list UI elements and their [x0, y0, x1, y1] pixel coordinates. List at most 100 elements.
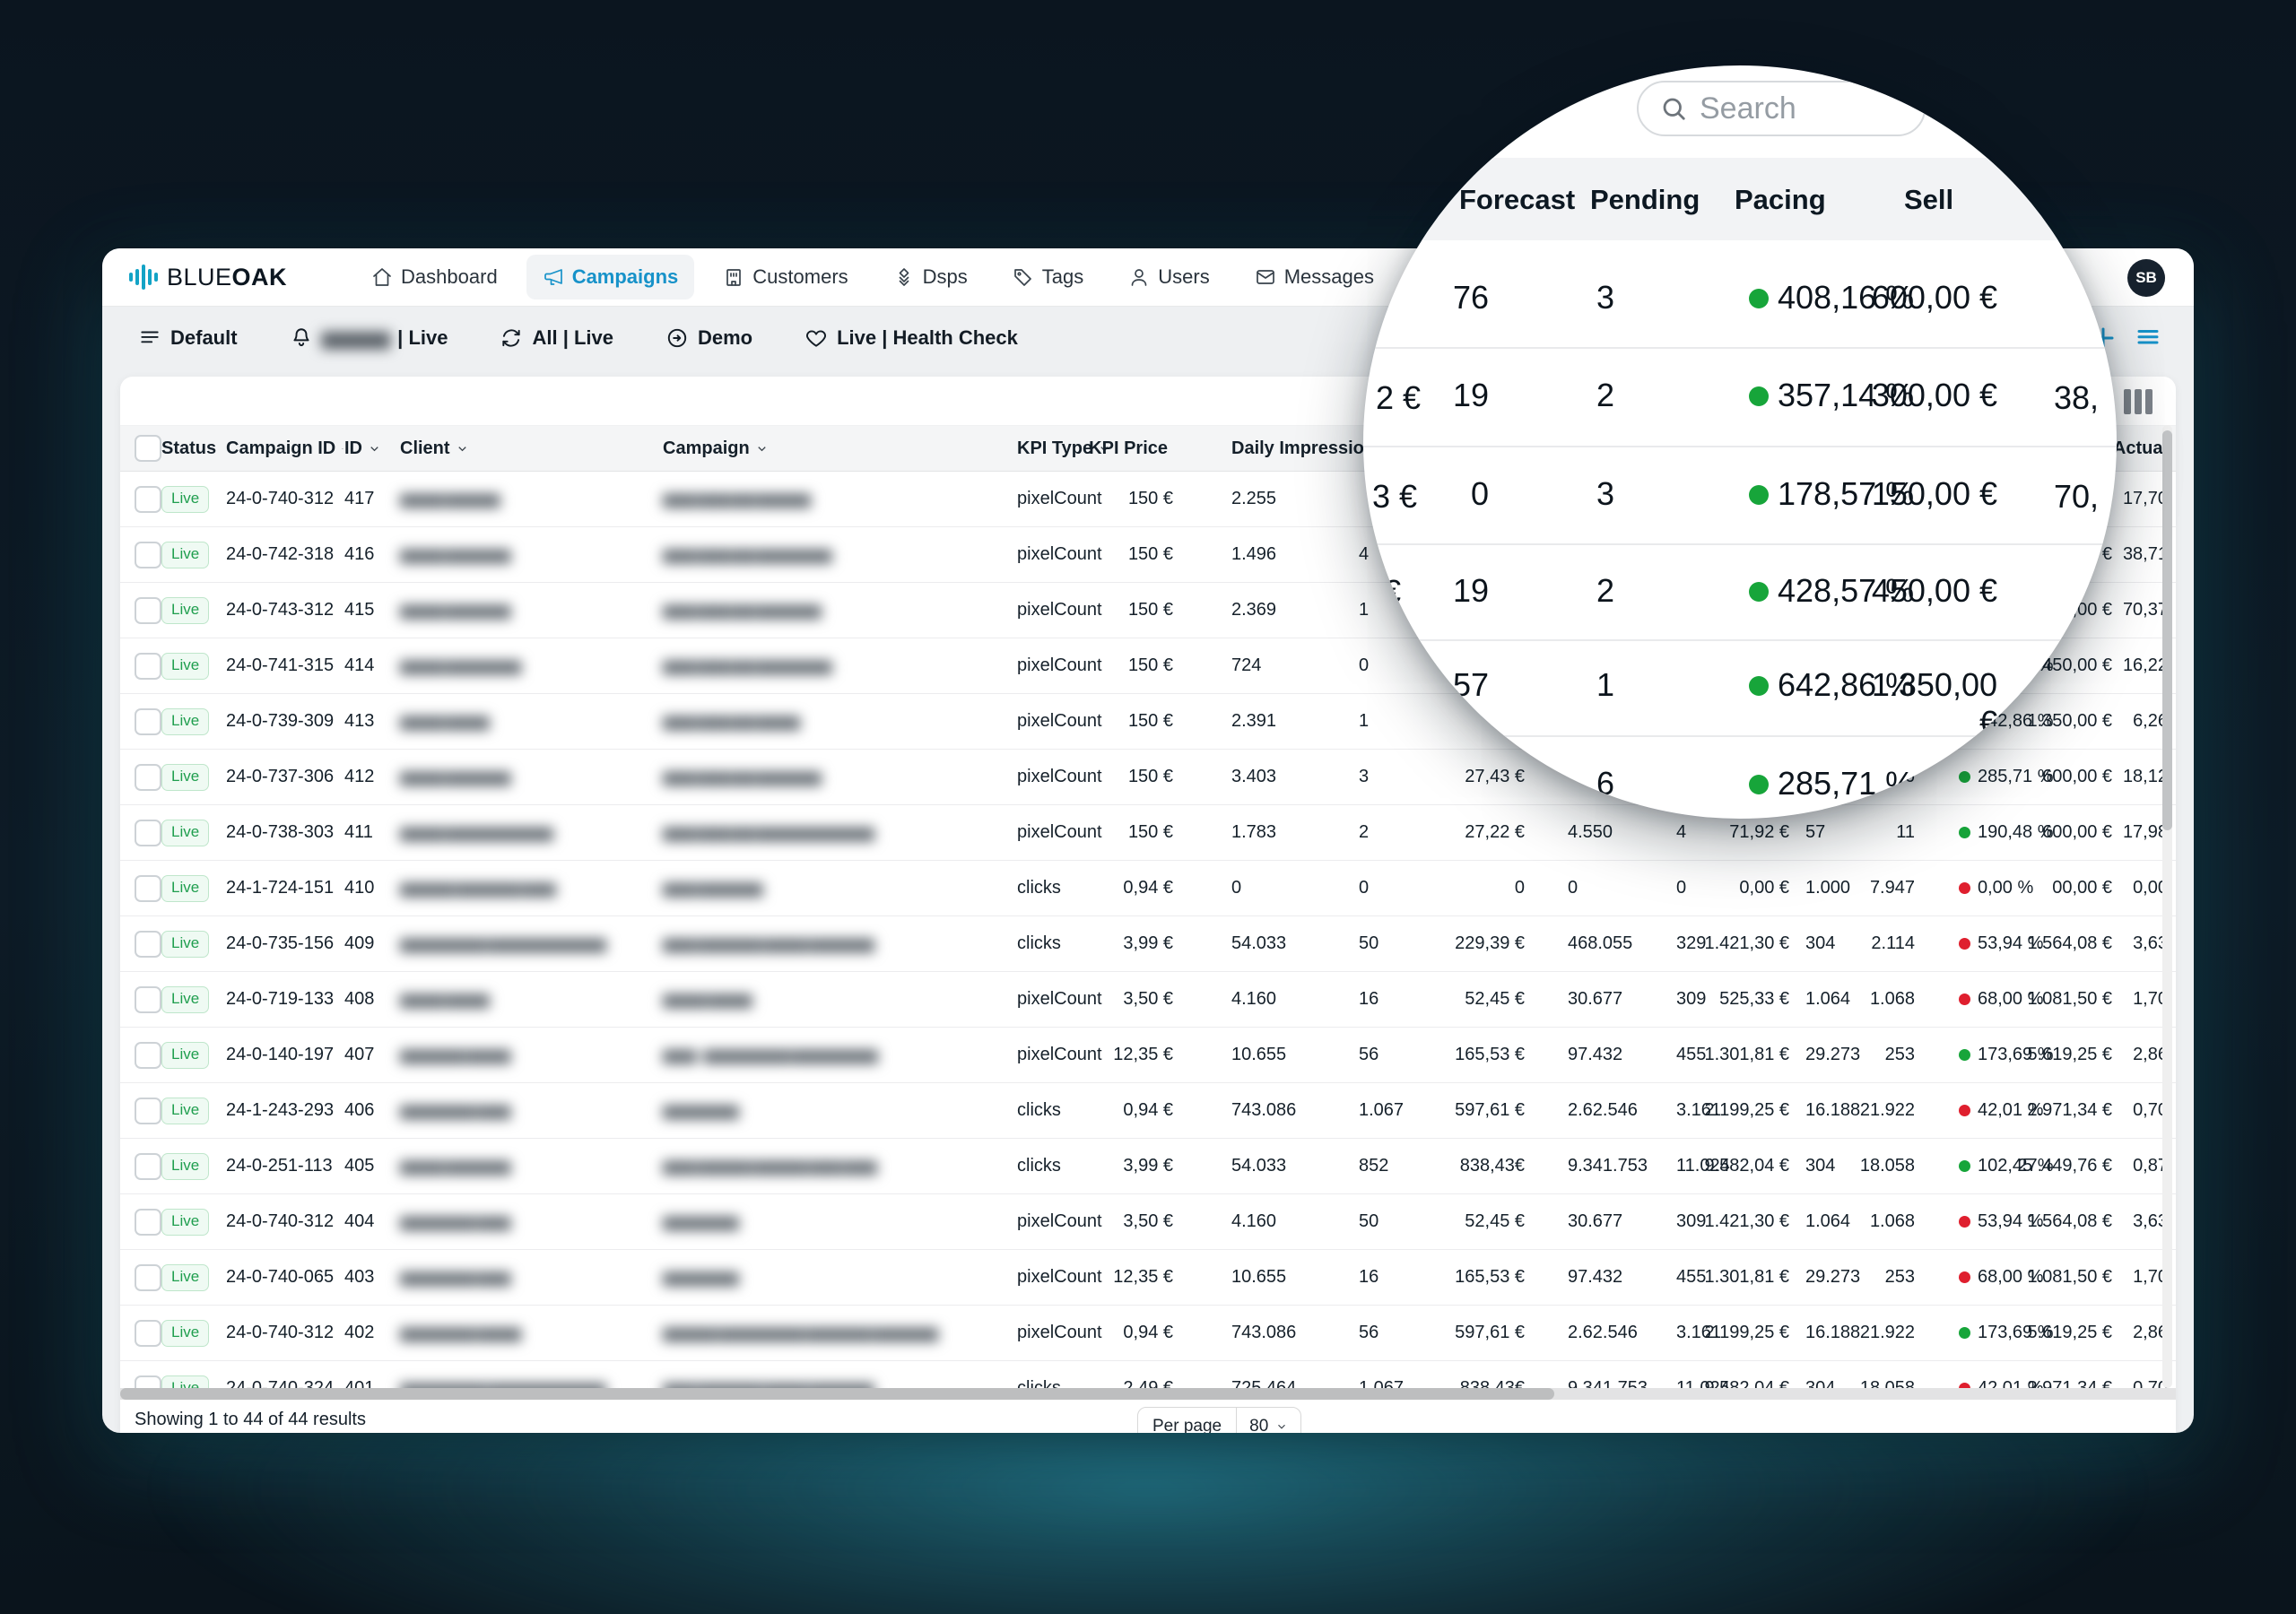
table-row[interactable]: Live 24-0-251-113 405 ▆▆▆▆ ▆▆▆▆▆▆ ▆▆▆ ▆▆▆▆▆ … — [120, 1139, 2176, 1194]
select-all-checkbox[interactable] — [135, 435, 161, 462]
row-checkbox[interactable] — [135, 1375, 161, 1390]
table-row[interactable]: Live 24-0-735-156 409 ▆▆▆▆▆▆▆▆ ▆▆▆▆▆▆▆▆▆▆▆ ▆… — [120, 916, 2176, 972]
row-checkbox[interactable] — [135, 707, 161, 735]
columns-icon[interactable] — [2124, 388, 2152, 414]
avatar[interactable]: SB — [2127, 259, 2165, 297]
row-checkbox[interactable] — [135, 485, 161, 513]
cell-daily_impressions: 4.160 — [1231, 1211, 1277, 1231]
cell-client: ▆▆▆▆▆▆ ▆▆▆▆ — [400, 1046, 663, 1064]
table-row[interactable]: Live 24-0-738-303 411 ▆▆▆▆ ▆▆▆▆▆▆▆▆▆▆ ▆▆▆ ▆▆… — [120, 805, 2176, 861]
lens-pacing-value: 428,57 % — [1778, 572, 1915, 609]
row-checkbox[interactable] — [135, 652, 161, 680]
cell-daily_costs: 597,61 € — [1455, 1100, 1525, 1120]
vertical-scrollbar-thumb[interactable] — [2162, 430, 2172, 830]
cell-kpi_price: 0,94 € — [1123, 1100, 1173, 1120]
row-checkbox[interactable] — [135, 1041, 161, 1069]
column-header-campaign[interactable]: Campaign — [663, 438, 1017, 459]
pacing-dot — [1959, 1327, 1970, 1339]
cell-total_impressions: 97.432 — [1568, 1267, 1623, 1287]
row-checkbox[interactable] — [135, 985, 161, 1013]
cell-total_clicks: 3.161 — [1676, 1323, 1722, 1342]
cell-actual: 18,12 — [2122, 767, 2168, 786]
cell-id: 407 — [344, 1045, 375, 1064]
horizontal-scrollbar-thumb[interactable] — [120, 1388, 1554, 1400]
cell-client: ▆▆▆▆ ▆▆▆▆▆ — [400, 490, 663, 508]
column-header-kpi_type[interactable]: KPI Type — [1017, 438, 1123, 459]
cell-total_costs: 9.582,04 € — [1704, 1156, 1789, 1176]
table-row[interactable]: Live 24-0-719-133 408 ▆▆▆▆ ▆▆▆▆ ▆▆▆▆ ▆▆▆▆ pix… — [120, 972, 2176, 1028]
cell-total_impressions: 97.432 — [1568, 1045, 1623, 1064]
preset-chip-default[interactable]: Default — [138, 326, 238, 350]
row-checkbox[interactable] — [135, 874, 161, 902]
cell-sell: 2.971,34 € — [2027, 1378, 2112, 1390]
row-checkbox[interactable] — [135, 763, 161, 791]
preset-chip-live-health-check[interactable]: Live | Health Check — [804, 326, 1018, 350]
cell-campaign_id: 24-1-243-293 — [226, 1100, 335, 1120]
table-row[interactable]: Live 24-0-140-197 407 ▆▆▆▆▆▆ ▆▆▆▆ ▆▆▆ - ▆▆▆▆… — [120, 1028, 2176, 1083]
preset-chip-demo[interactable]: Demo — [665, 326, 752, 350]
brand-logo[interactable]: BLUEOAK — [129, 264, 287, 291]
pacing-value: 102,45 % — [1978, 1156, 2054, 1176]
nav-item-tags[interactable]: Tags — [996, 255, 1100, 299]
preset-chips: Default ▆▆▆▆▆ | Live All | Live Demo Live | H… — [138, 326, 1018, 350]
status-badge: Live — [161, 819, 210, 846]
cell-total_clicks: 309 — [1676, 1211, 1707, 1231]
row-checkbox[interactable] — [135, 1152, 161, 1180]
row-checkbox[interactable] — [135, 596, 161, 624]
cell-actual: 1,70 — [2133, 989, 2168, 1009]
row-checkbox[interactable] — [135, 541, 161, 568]
cell-checkbox — [135, 1375, 161, 1390]
nav-item-dashboard[interactable]: Dashboard — [355, 255, 514, 299]
horizontal-scrollbar[interactable] — [120, 1388, 2176, 1400]
row-checkbox[interactable] — [135, 819, 161, 846]
client-name-blurred: ▆▆▆▆ ▆▆▆▆▆▆▆▆▆▆ — [400, 823, 553, 841]
cell-id: 403 — [344, 1267, 375, 1287]
table-row[interactable]: Live 24-0-740-324 401 ▆▆▆▆▆▆▆▆ ▆▆▆▆▆▆▆▆▆▆▆ ▆… — [120, 1361, 2176, 1390]
client-name-blurred: ▆▆▆▆ ▆▆▆▆▆▆▆ — [400, 656, 521, 674]
cell-kpi_price: 3,99 € — [1123, 1156, 1173, 1176]
lens-edge-fragment: 3 € — [1372, 478, 1418, 515]
table-row[interactable]: Live 24-0-740-312 404 ▆▆▆▆▆▆▆ ▆▆▆ ▆▆▆▆▆▆▆ pix… — [120, 1194, 2176, 1250]
table-row[interactable]: Live 24-1-724-151 410 ▆▆▆▆▆ ▆▆▆▆▆▆ ▆▆▆ ▆▆▆ ▆… — [120, 861, 2176, 916]
cell-total_costs: 525,33 € — [1719, 989, 1789, 1009]
cell-pacing: 53,94 % — [1915, 1211, 2043, 1232]
pacing-dot — [1959, 1383, 1970, 1390]
cell-daily_clicks: 1.067 — [1359, 1100, 1405, 1120]
column-header-campaign_id[interactable]: Campaign ID — [226, 438, 344, 459]
pacing-dot — [1959, 994, 1970, 1005]
vertical-scrollbar[interactable] — [2162, 425, 2172, 1388]
cell-id: 414 — [344, 655, 375, 675]
cell-daily_clicks: 1 — [1359, 600, 1370, 620]
column-header-id[interactable]: ID — [344, 438, 400, 459]
cell-status: Live — [161, 596, 226, 624]
waveform-logo-icon — [129, 264, 158, 291]
row-checkbox[interactable] — [135, 1208, 161, 1236]
row-checkbox[interactable] — [135, 930, 161, 958]
campaign-name-blurred: ▆▆▆ ▆▆▆ ▆▆ ▆▆▆▆▆▆ — [663, 601, 822, 619]
nav-item-customers[interactable]: Customers — [707, 255, 864, 299]
cell-campaign_id: 24-0-251-113 — [226, 1156, 333, 1176]
nav-item-campaigns[interactable]: Campaigns — [526, 255, 695, 299]
table-row[interactable]: Live 24-0-740-312 402 ▆▆▆▆▆▆▆ ▆▆▆▆ ▆▆▆▆▆ ▆▆▆… — [120, 1306, 2176, 1361]
table-row[interactable]: Live 24-0-740-065 403 ▆▆▆▆▆▆▆ ▆▆▆ ▆▆▆▆▆▆▆ pix… — [120, 1250, 2176, 1306]
column-header-client[interactable]: Client — [400, 438, 663, 459]
cell-sell: 1.564,08 € — [2027, 1211, 2112, 1231]
nav-item-messages[interactable]: Messages — [1239, 255, 1390, 299]
row-checkbox[interactable] — [135, 1097, 161, 1124]
lens-sell-value: 300,00 € — [1871, 377, 1997, 413]
preset-chip-all-live[interactable]: All | Live — [500, 326, 613, 350]
search-input[interactable]: Search — [1637, 81, 1926, 136]
nav-item-users[interactable]: Users — [1112, 255, 1225, 299]
row-checkbox[interactable] — [135, 1263, 161, 1291]
table-row[interactable]: Live 24-1-243-293 406 ▆▆▆▆▆▆▆ ▆▆▆ ▆▆▆▆▆▆▆ cli… — [120, 1083, 2176, 1139]
cell-forecast: 1.000 — [1805, 878, 1851, 898]
cell-id: 416 — [344, 544, 375, 564]
preset-chip--live[interactable]: ▆▆▆▆▆ | Live — [290, 326, 448, 350]
row-checkbox[interactable] — [135, 1319, 161, 1347]
pacing-value: 173,69 % — [1978, 1323, 2054, 1342]
per-page-select[interactable]: Per page 80 — [1137, 1407, 1302, 1433]
preset-list-icon[interactable] — [2135, 325, 2161, 351]
column-header-kpi_price[interactable]: KPI Price — [1089, 438, 1173, 459]
nav-item-dsps[interactable]: Dsps — [877, 255, 984, 299]
cell-daily_costs: 52,45 € — [1465, 1211, 1525, 1231]
